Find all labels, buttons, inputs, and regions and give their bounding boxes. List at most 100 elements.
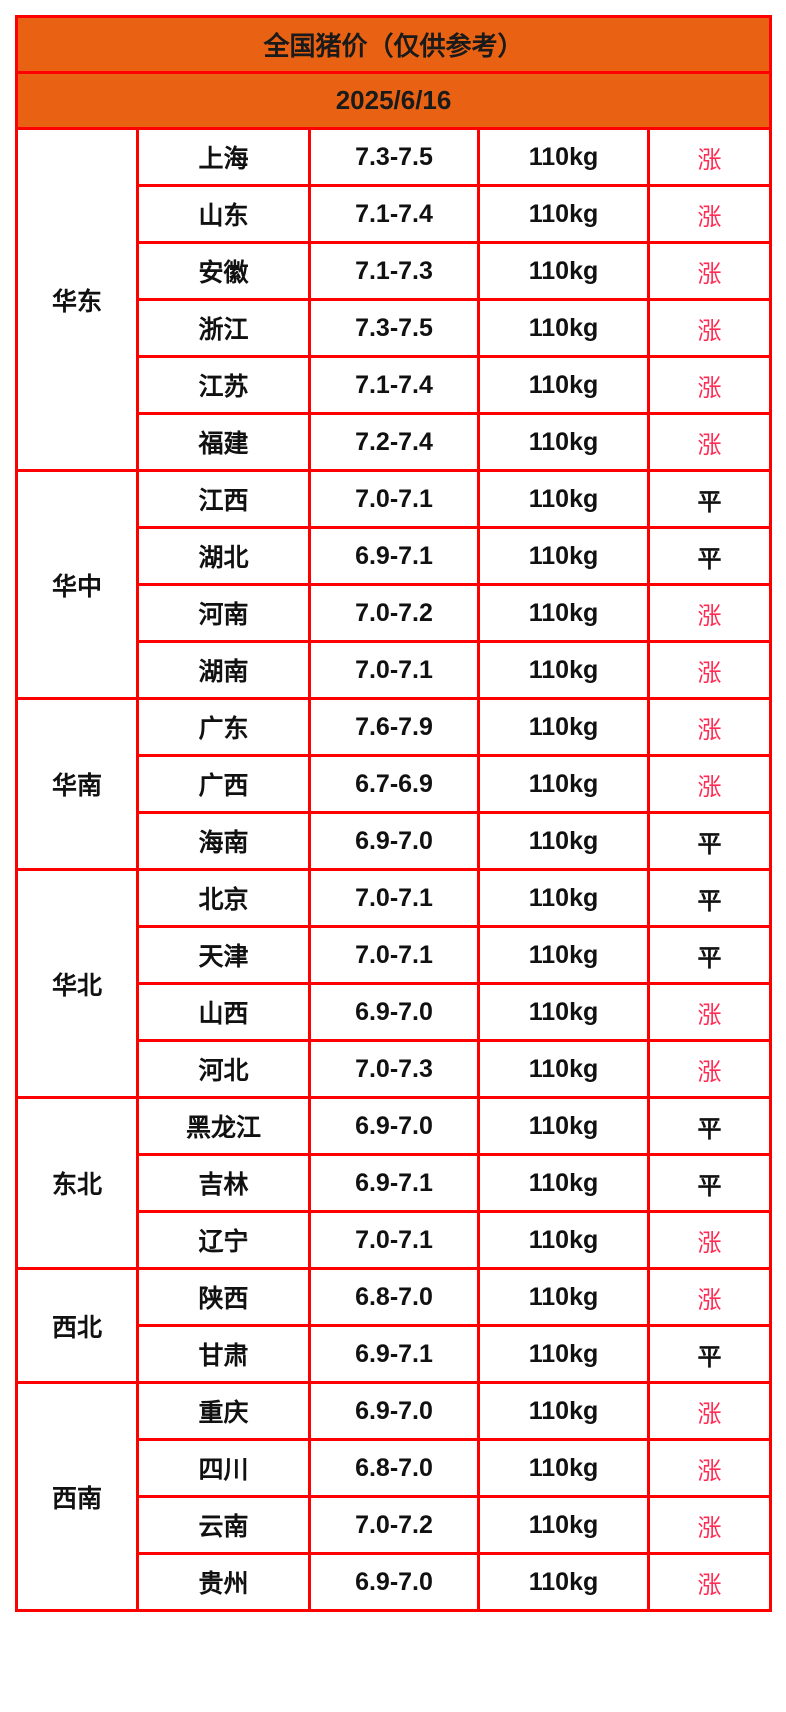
price-range-cell: 7.6-7.9: [308, 697, 480, 757]
table-row: 湖北 6.9-7.1 110kg 平: [17, 526, 773, 586]
weight-cell: 110kg: [477, 469, 650, 529]
province-cell: 四川: [136, 1438, 311, 1498]
province-cell: 黑龙江: [136, 1096, 311, 1156]
table-row: 广西 6.7-6.9 110kg 涨: [17, 754, 773, 814]
province-cell: 广西: [136, 754, 311, 814]
weight-cell: 110kg: [477, 1324, 650, 1384]
table-row: 西北 陕西 6.8-7.0 110kg 涨: [15, 1267, 773, 1384]
province-cell: 云南: [136, 1495, 311, 1555]
weight-cell: 110kg: [477, 241, 650, 301]
price-range-cell: 7.0-7.3: [308, 1039, 480, 1099]
weight-cell: 110kg: [477, 355, 650, 415]
trend-cell: 平: [646, 925, 773, 985]
price-range-cell: 7.0-7.1: [308, 1210, 480, 1270]
weight-cell: 110kg: [477, 982, 650, 1042]
trend-cell: 平: [646, 811, 773, 871]
table-row: 贵州 6.9-7.0 110kg 涨: [17, 1552, 773, 1612]
table-row: 东北 黑龙江 6.9-7.0 110kg 平: [15, 1096, 773, 1270]
trend-cell: 涨: [646, 298, 773, 358]
table-row: 福建 7.2-7.4 110kg 涨: [17, 412, 773, 472]
weight-cell: 110kg: [477, 1438, 650, 1498]
trend-cell: 平: [646, 1096, 773, 1156]
table-row: 华中 江西 7.0-7.1 110kg 平: [15, 469, 773, 700]
weight-cell: 110kg: [477, 1552, 650, 1612]
region-cell: 华北: [15, 868, 139, 1099]
trend-cell: 涨: [646, 982, 773, 1042]
price-range-cell: 6.9-7.0: [308, 982, 480, 1042]
region-cell: 华东: [15, 127, 139, 472]
table-row: 天津 7.0-7.1 110kg 平: [17, 925, 773, 985]
table-title: 全国猪价（仅供参考）: [14, 15, 773, 74]
province-cell: 陕西: [136, 1267, 311, 1327]
province-cell: 贵州: [136, 1552, 311, 1612]
province-cell: 河北: [136, 1039, 311, 1099]
date-row: 2025/6/16: [14, 71, 773, 130]
weight-cell: 110kg: [477, 1381, 650, 1441]
weight-cell: 110kg: [477, 1495, 650, 1555]
weight-cell: 110kg: [477, 184, 650, 244]
province-cell: 江西: [136, 469, 311, 529]
title-row: 全国猪价（仅供参考）: [14, 15, 773, 74]
table-row: 河北 7.0-7.3 110kg 涨: [17, 1039, 773, 1099]
province-cell: 重庆: [136, 1381, 311, 1441]
price-range-cell: 6.9-7.0: [308, 1552, 480, 1612]
province-cell: 天津: [136, 925, 311, 985]
trend-cell: 涨: [646, 1552, 773, 1612]
table-row: 山东 7.1-7.4 110kg 涨: [17, 184, 773, 244]
price-range-cell: 6.9-7.0: [308, 811, 480, 871]
pig-price-table: 全国猪价（仅供参考） 2025/6/16 华东 上海 7.3-7.5 110kg 涨山东…: [14, 15, 773, 1612]
weight-cell: 110kg: [477, 868, 650, 928]
weight-cell: 110kg: [477, 412, 650, 472]
trend-cell: 涨: [646, 1438, 773, 1498]
price-range-cell: 7.2-7.4: [308, 412, 480, 472]
weight-cell: 110kg: [477, 754, 650, 814]
price-range-cell: 7.0-7.1: [308, 640, 480, 700]
trend-cell: 涨: [646, 697, 773, 757]
table-date: 2025/6/16: [14, 71, 773, 130]
table-row: 吉林 6.9-7.1 110kg 平: [17, 1153, 773, 1213]
trend-cell: 涨: [646, 355, 773, 415]
province-cell: 湖南: [136, 640, 311, 700]
province-cell: 北京: [136, 868, 311, 928]
table-row: 华东 上海 7.3-7.5 110kg 涨: [15, 127, 773, 472]
price-range-cell: 7.0-7.2: [308, 1495, 480, 1555]
price-range-cell: 6.8-7.0: [308, 1267, 480, 1327]
province-cell: 江苏: [136, 355, 311, 415]
weight-cell: 110kg: [477, 127, 650, 187]
trend-cell: 平: [646, 868, 773, 928]
province-cell: 广东: [136, 697, 311, 757]
table-row: 安徽 7.1-7.3 110kg 涨: [17, 241, 773, 301]
trend-cell: 涨: [646, 1495, 773, 1555]
price-range-cell: 6.7-6.9: [308, 754, 480, 814]
table-row: 西南 重庆 6.9-7.0 110kg 涨: [15, 1381, 773, 1612]
province-cell: 安徽: [136, 241, 311, 301]
region-cell: 华南: [15, 697, 139, 871]
weight-cell: 110kg: [477, 640, 650, 700]
weight-cell: 110kg: [477, 298, 650, 358]
table-row: 华北 北京 7.0-7.1 110kg 平: [15, 868, 773, 1099]
table-row: 甘肃 6.9-7.1 110kg 平: [17, 1324, 773, 1384]
price-range-cell: 6.9-7.0: [308, 1381, 480, 1441]
trend-cell: 平: [646, 469, 773, 529]
trend-cell: 涨: [646, 1381, 773, 1441]
trend-cell: 涨: [646, 640, 773, 700]
weight-cell: 110kg: [477, 1267, 650, 1327]
weight-cell: 110kg: [477, 697, 650, 757]
price-range-cell: 6.9-7.1: [308, 1153, 480, 1213]
price-range-cell: 7.1-7.4: [308, 184, 480, 244]
price-range-cell: 7.3-7.5: [308, 298, 480, 358]
trend-cell: 涨: [646, 1210, 773, 1270]
price-range-cell: 7.0-7.1: [308, 868, 480, 928]
price-range-cell: 6.9-7.1: [308, 1324, 480, 1384]
province-cell: 海南: [136, 811, 311, 871]
table-row: 云南 7.0-7.2 110kg 涨: [17, 1495, 773, 1555]
price-range-cell: 7.0-7.2: [308, 583, 480, 643]
region-cell: 东北: [15, 1096, 139, 1270]
trend-cell: 平: [646, 1324, 773, 1384]
province-cell: 甘肃: [136, 1324, 311, 1384]
table-row: 海南 6.9-7.0 110kg 平: [17, 811, 773, 871]
trend-cell: 涨: [646, 754, 773, 814]
trend-cell: 涨: [646, 1267, 773, 1327]
province-cell: 福建: [136, 412, 311, 472]
price-range-cell: 7.3-7.5: [308, 127, 480, 187]
